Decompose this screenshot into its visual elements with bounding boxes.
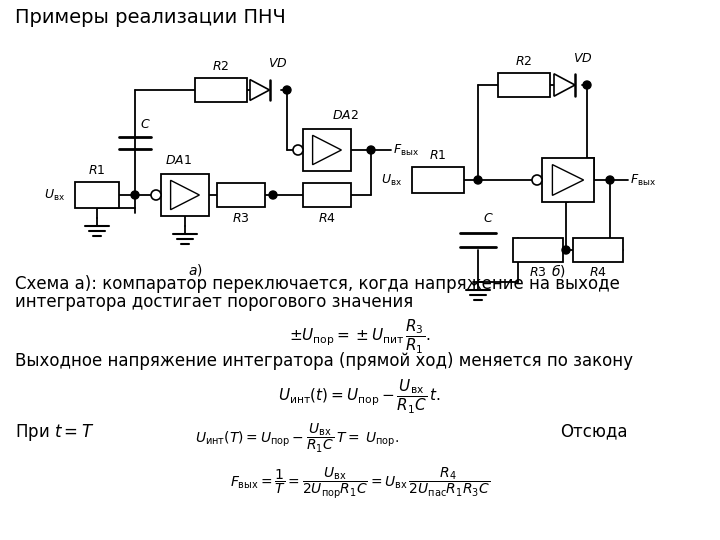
- Text: $C$: $C$: [483, 212, 494, 225]
- Bar: [412, 167, 464, 193]
- Text: $C$: $C$: [140, 118, 150, 132]
- Text: $R2$: $R2$: [516, 55, 533, 68]
- Text: При $t = T$: При $t = T$: [15, 422, 94, 443]
- Circle shape: [131, 191, 139, 199]
- Text: $DA1$: $DA1$: [165, 154, 192, 167]
- Bar: [513, 238, 563, 262]
- Text: $U_{\rm инт}(T) = U_{\rm пор} - \dfrac{U_{\rm вх}}{R_1 C}\,T = \;U_{\rm пор}.$: $U_{\rm инт}(T) = U_{\rm пор} - \dfrac{U…: [195, 422, 400, 455]
- Polygon shape: [250, 79, 269, 100]
- Text: $U_{\rm инт}(t) = U_{\rm пор} - \dfrac{U_{\rm вх}}{R_1 C}\,t.$: $U_{\rm инт}(t) = U_{\rm пор} - \dfrac{U…: [279, 378, 441, 416]
- Circle shape: [269, 191, 277, 199]
- Bar: [498, 73, 550, 97]
- Text: $F_{\rm вых}$: $F_{\rm вых}$: [393, 143, 419, 158]
- Text: $U_{\rm вх}$: $U_{\rm вх}$: [44, 187, 65, 202]
- Circle shape: [562, 246, 570, 254]
- Text: $VD$: $VD$: [573, 52, 593, 65]
- Text: $R3$: $R3$: [232, 212, 250, 225]
- Bar: [303, 183, 351, 207]
- Polygon shape: [312, 136, 341, 165]
- Text: $\pm U_{\rm пор} = \pm U_{\rm пит}\,\dfrac{R_3}{R_1}.$: $\pm U_{\rm пор} = \pm U_{\rm пит}\,\dfr…: [289, 318, 431, 356]
- Text: $F_{\rm вых} = \dfrac{1}{T} = \dfrac{U_{\rm вх}}{2U_{\rm пор}R_1 C} = U_{\rm вх}: $F_{\rm вых} = \dfrac{1}{T} = \dfrac{U_{…: [230, 466, 490, 501]
- Text: $R1$: $R1$: [429, 149, 446, 162]
- Text: $а)$: $а)$: [188, 262, 202, 278]
- Bar: [195, 78, 247, 102]
- Circle shape: [532, 175, 542, 185]
- Text: $U_{\rm вх}$: $U_{\rm вх}$: [381, 172, 402, 187]
- Circle shape: [583, 81, 591, 89]
- Text: Схема а): компаратор переключается, когда напряжение на выходе: Схема а): компаратор переключается, когд…: [15, 275, 620, 293]
- Text: $F_{\rm вых}$: $F_{\rm вых}$: [630, 172, 656, 187]
- Bar: [75, 182, 119, 208]
- Circle shape: [367, 146, 375, 154]
- Text: $б)$: $б)$: [551, 262, 565, 279]
- Text: интегратора достигает порогового значения: интегратора достигает порогового значени…: [15, 293, 413, 311]
- Text: $R1$: $R1$: [89, 164, 106, 177]
- Text: $R4$: $R4$: [318, 212, 336, 225]
- Bar: [573, 238, 623, 262]
- Circle shape: [151, 190, 161, 200]
- Text: $DA2$: $DA2$: [332, 109, 359, 122]
- Text: Выходное напряжение интегратора (прямой ход) меняется по закону: Выходное напряжение интегратора (прямой …: [15, 352, 633, 370]
- Circle shape: [606, 176, 614, 184]
- Text: $R3$: $R3$: [529, 266, 546, 279]
- Polygon shape: [171, 180, 199, 210]
- Circle shape: [293, 145, 303, 155]
- Bar: [303, 129, 351, 171]
- Text: Примеры реализации ПНЧ: Примеры реализации ПНЧ: [15, 8, 286, 27]
- Polygon shape: [554, 74, 575, 96]
- Circle shape: [283, 86, 291, 94]
- Text: $VD$: $VD$: [268, 57, 287, 70]
- Text: Отсюда: Отсюда: [560, 422, 628, 440]
- Text: $R4$: $R4$: [589, 266, 607, 279]
- Bar: [217, 183, 265, 207]
- Polygon shape: [552, 165, 584, 195]
- Bar: [161, 174, 209, 216]
- Text: $R2$: $R2$: [212, 60, 230, 73]
- Bar: [542, 158, 594, 202]
- Circle shape: [474, 176, 482, 184]
